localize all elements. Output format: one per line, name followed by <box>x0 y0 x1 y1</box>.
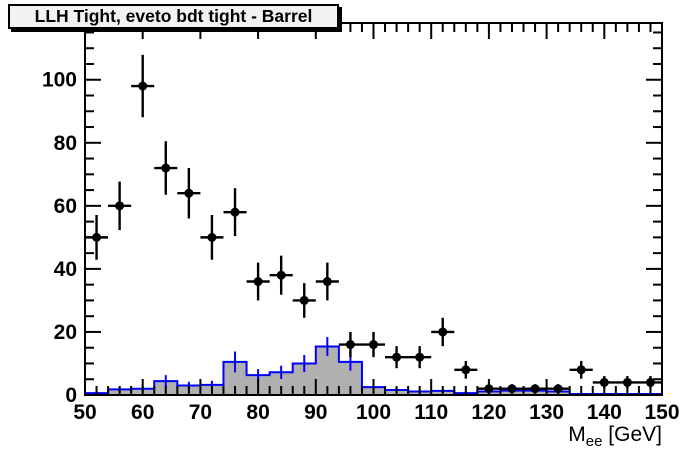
data-point-marker <box>345 340 355 350</box>
y-tick-labels: 0 20 40 60 80 100 <box>42 69 77 407</box>
data-point-marker <box>622 377 632 387</box>
y-tick-label: 20 <box>54 321 77 344</box>
x-tick-label: 150 <box>644 401 679 424</box>
y-tick-label: 100 <box>42 69 77 92</box>
data-point-marker <box>645 377 655 387</box>
x-tick-label: 90 <box>304 401 327 424</box>
plot-frame <box>84 22 663 396</box>
data-point-marker <box>253 277 263 287</box>
x-tick-label: 70 <box>189 401 212 424</box>
data-point-marker <box>161 163 171 173</box>
data-point-marker <box>461 365 471 375</box>
y-tick-label: 40 <box>54 258 77 281</box>
data-point-marker <box>230 207 240 217</box>
x-axis-title-main: M <box>568 423 586 446</box>
x-tick-label: 80 <box>246 401 269 424</box>
y-tick-label: 0 <box>65 384 77 407</box>
data-point-marker <box>92 232 102 242</box>
data-point-marker <box>438 327 448 337</box>
data-point-marker <box>576 365 586 375</box>
data-points <box>85 54 662 394</box>
x-tick-label: 130 <box>529 401 564 424</box>
data-point-marker <box>553 384 563 394</box>
x-axis-title: Mee [GeV] <box>568 423 662 450</box>
x-axis-title-units: [GeV] <box>602 423 662 446</box>
x-tick-label: 110 <box>414 401 448 424</box>
data-point-marker <box>322 277 332 287</box>
plot-title: LLH Tight, eveto bdt tight - Barrel <box>34 6 313 26</box>
data-point-marker <box>392 352 402 362</box>
x-axis-title-subscript: ee <box>585 433 603 450</box>
data-point-marker <box>599 377 609 387</box>
data-point-marker <box>138 81 148 91</box>
title-box: LLH Tight, eveto bdt tight - Barrel <box>8 4 339 29</box>
data-point-marker <box>207 232 217 242</box>
y-tick-label: 80 <box>54 132 77 155</box>
x-tick-label: 50 <box>73 401 96 424</box>
x-tick-labels: 50 60 70 80 90 100 110 120 130 140 150 <box>73 401 679 424</box>
data-point-marker <box>484 384 494 394</box>
data-point-marker <box>115 201 125 211</box>
data-point-marker <box>184 188 194 198</box>
x-tick-label: 120 <box>471 401 506 424</box>
data-point-marker <box>530 384 540 394</box>
data-point-marker <box>369 340 378 350</box>
data-point-marker <box>415 352 425 362</box>
data-point-marker <box>299 295 309 305</box>
x-tick-label: 100 <box>356 401 391 424</box>
x-tick-label: 140 <box>587 401 622 424</box>
y-tick-label: 60 <box>54 195 77 218</box>
data-point-marker <box>276 270 286 280</box>
x-tick-label: 60 <box>131 401 154 424</box>
data-point-marker <box>507 384 517 394</box>
